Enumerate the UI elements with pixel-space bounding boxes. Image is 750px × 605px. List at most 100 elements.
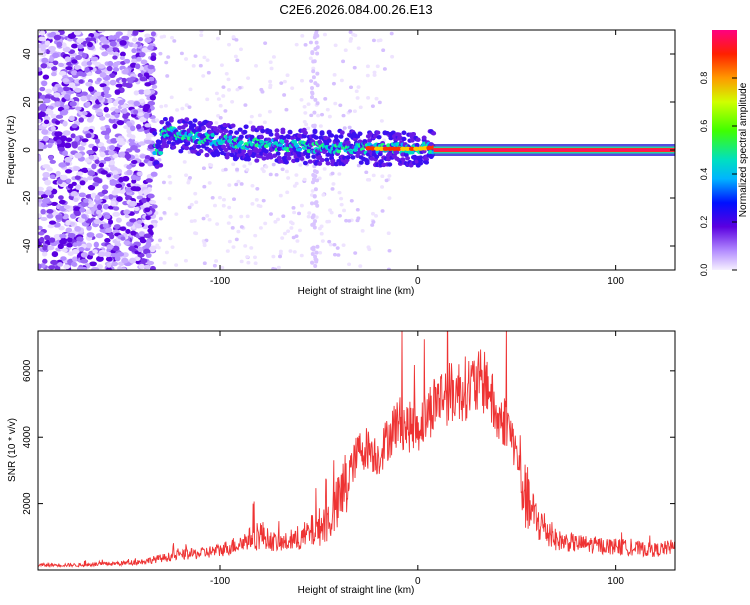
heatmap-cell [90,56,99,62]
x-tick-label: 0 [415,276,421,287]
heatmap-cell [253,64,258,68]
heatmap-cell [344,218,349,223]
heatmap-cell [55,120,61,125]
heatmap-cell [306,102,311,106]
heatmap-cell [131,159,138,165]
heatmap-cell [297,228,302,233]
heatmap-cell [316,113,321,118]
heatmap-cell [369,146,376,151]
heatmap-cell [424,160,430,165]
heatmap-cell [185,141,191,146]
heatmap-cell [53,97,60,103]
heatmap-cell [63,204,71,210]
heatmap-cell [189,202,194,207]
heatmap-cell [347,219,352,223]
heatmap-cell [231,35,236,39]
heatmap-cell [238,134,244,140]
colorbar-tick-label: 0.2 [699,216,709,229]
y-tick-label: 40 [22,48,33,60]
heatmap-cell [184,145,190,151]
heatmap-cell [171,144,177,150]
heatmap-cell [284,107,289,112]
heatmap-cell [226,77,231,82]
heatmap-cell [300,78,305,83]
heatmap-cell [59,233,67,239]
heatmap-cell [54,101,61,108]
heatmap-cell [115,83,123,88]
heatmap-cell [130,230,137,236]
heatmap-cell [139,52,146,58]
heatmap-cell [121,108,128,114]
heatmap-cell [227,183,232,187]
heatmap-cell [312,59,317,64]
heatmap-cell [413,146,420,151]
heatmap-cell [89,261,97,267]
heatmap-cell [367,138,373,143]
heatmap-cell [80,91,88,97]
heatmap-cell [295,239,300,243]
heatmap-cell [248,120,253,125]
heatmap-cell [59,239,67,245]
heatmap-cell [122,113,129,120]
heatmap-cell [253,233,258,238]
heatmap-cell [377,151,383,157]
heatmap-cell [109,115,116,120]
heatmap-cell [312,194,317,199]
heatmap-cell [94,159,100,165]
heatmap-cell [66,242,73,248]
heatmap-cell [242,164,247,168]
heatmap-cell [169,95,174,100]
heatmap-cell [376,134,382,140]
heatmap-cell [236,179,241,184]
heatmap-cell [245,255,250,259]
heatmap-cell [267,109,272,114]
heatmap-cell [71,181,77,187]
heatmap-cell [49,174,56,180]
heatmap-cell [74,87,82,93]
heatmap-cell [139,98,145,104]
heatmap-cell [84,66,90,73]
heatmap-cell [138,141,146,146]
heatmap-cell [127,100,136,105]
heatmap-cell [227,88,232,92]
heatmap-y-ticks: -40 -20 0 20 40 [22,48,675,253]
heatmap-cell [111,189,119,196]
heatmap-cell [148,76,155,82]
heatmap-cell [352,109,357,114]
heatmap-cell [417,146,424,151]
heatmap-cell [112,170,119,175]
heatmap-cell [302,160,308,166]
colorbar-tick-label: 0.6 [699,120,709,133]
heatmap-cell [307,159,313,164]
heatmap-cell [313,187,318,192]
heatmap-cell [159,104,164,109]
heatmap-cell [54,131,63,137]
heatmap-cell [118,99,125,106]
heatmap-cell [174,212,179,216]
heatmap-cell [78,117,84,123]
heatmap-cell [216,36,221,41]
heatmap-cell [46,245,55,251]
y-tick-label: 0 [22,147,33,153]
heatmap-cell [431,131,437,136]
heatmap-cell [52,86,58,92]
heatmap-cell [46,143,53,149]
heatmap-cell [112,62,119,68]
y-tick-label: 6000 [22,359,33,382]
heatmap-cell [38,118,42,124]
heatmap-cell [249,246,254,250]
heatmap-cell [333,101,338,106]
heatmap-cell [310,215,315,220]
heatmap-cell [161,180,166,185]
heatmap-cell [136,195,144,200]
heatmap-cell [228,215,233,219]
heatmap-cell [85,81,93,87]
heatmap-cell [103,89,109,95]
heatmap-cell [263,144,269,149]
heatmap-cell [111,47,120,52]
heatmap-cell [38,154,42,161]
heatmap-cell [356,46,361,50]
heatmap-cell [269,66,274,71]
colorbar-tick-label: 0.0 [699,264,709,277]
